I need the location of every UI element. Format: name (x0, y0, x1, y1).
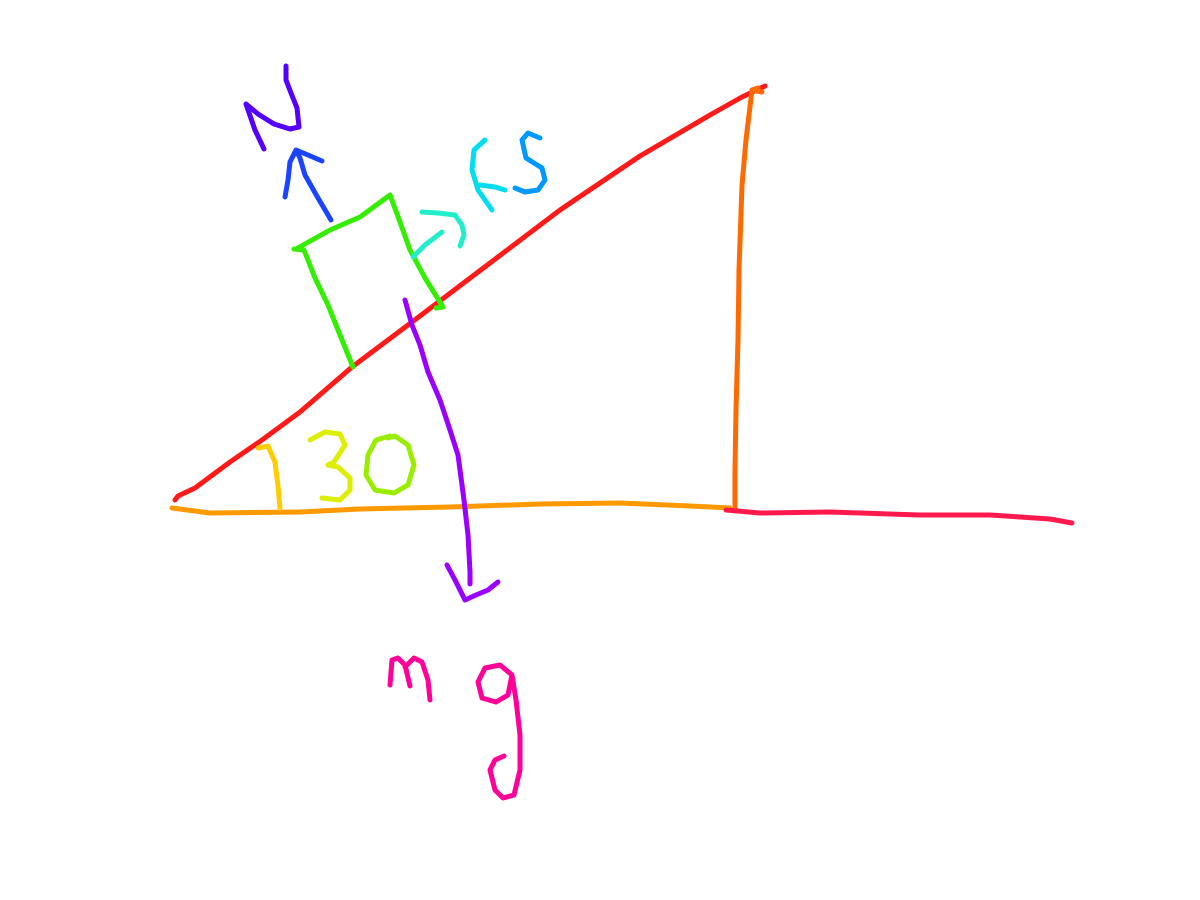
angle-arc (255, 443, 283, 511)
angle-label: 30 (307, 429, 417, 503)
friction-arrow (410, 209, 467, 260)
ground-line (723, 507, 1075, 526)
friction-label: fs (469, 130, 548, 213)
weight-label: mg (387, 655, 523, 801)
normal-force-label: N (243, 63, 302, 152)
weight-arrow (402, 297, 501, 603)
block (291, 192, 446, 370)
normal-force-arrow (282, 147, 334, 223)
incline-surface (172, 83, 768, 503)
incline-base (169, 500, 733, 516)
incline-vertical-side (732, 85, 765, 511)
